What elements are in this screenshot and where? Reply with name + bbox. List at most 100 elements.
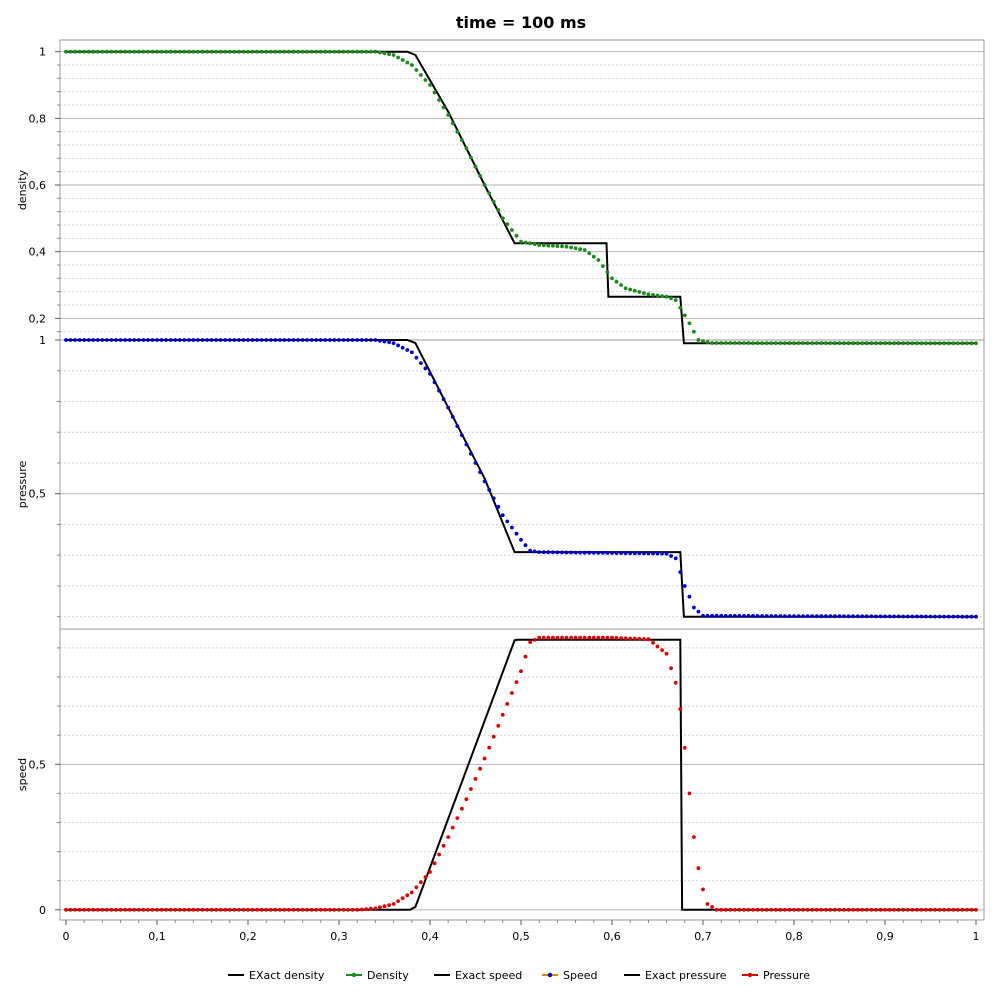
legend-label: Exact pressure xyxy=(645,969,727,982)
data-point xyxy=(537,243,542,247)
data-point xyxy=(578,635,582,640)
data-point xyxy=(755,341,760,345)
data-point xyxy=(246,338,250,342)
data-point xyxy=(719,907,724,912)
data-point xyxy=(255,338,259,342)
series-layer xyxy=(64,49,978,912)
data-point xyxy=(241,907,246,912)
data-point xyxy=(605,635,610,640)
data-point xyxy=(168,49,173,54)
data-point xyxy=(864,907,869,912)
data-point xyxy=(637,551,642,556)
data-point xyxy=(259,907,264,912)
data-point xyxy=(905,614,910,619)
data-point xyxy=(396,899,400,903)
data-point xyxy=(928,907,933,912)
data-point xyxy=(105,338,109,342)
data-point xyxy=(532,638,537,642)
data-point xyxy=(783,341,787,345)
data-point xyxy=(487,488,492,492)
data-point xyxy=(560,550,564,555)
data-point xyxy=(874,614,878,619)
data-point xyxy=(587,635,592,640)
data-point xyxy=(132,49,137,54)
data-point xyxy=(250,49,255,54)
data-point xyxy=(623,636,628,641)
data-point xyxy=(669,666,673,671)
data-point xyxy=(309,907,314,912)
data-point xyxy=(637,290,642,294)
data-point xyxy=(341,338,346,342)
data-point xyxy=(833,907,837,912)
data-point xyxy=(746,907,751,912)
y-tick-label: 0,5 xyxy=(29,758,47,771)
data-point xyxy=(209,907,214,912)
data-point xyxy=(755,907,760,912)
data-point xyxy=(450,415,455,419)
data-point xyxy=(628,287,633,292)
data-point xyxy=(419,880,423,885)
data-point xyxy=(282,49,287,54)
data-point xyxy=(378,905,382,910)
data-point xyxy=(555,244,560,249)
data-point xyxy=(355,49,360,54)
data-point xyxy=(473,777,478,781)
data-point xyxy=(596,551,601,555)
data-point xyxy=(446,835,451,839)
data-point xyxy=(396,343,400,348)
data-point xyxy=(660,551,664,556)
data-point xyxy=(282,907,287,912)
data-point xyxy=(664,651,669,656)
data-point xyxy=(951,341,956,346)
data-point xyxy=(974,907,978,912)
data-point xyxy=(728,907,733,912)
data-point xyxy=(824,614,828,619)
y-tick-label: 0,5 xyxy=(29,488,47,501)
data-point xyxy=(696,866,701,871)
data-point xyxy=(792,907,796,912)
data-point xyxy=(573,246,578,251)
data-point xyxy=(127,338,132,342)
data-point xyxy=(974,341,978,346)
data-point xyxy=(965,341,969,346)
data-point xyxy=(460,138,464,142)
series-pressure xyxy=(64,635,978,912)
data-point xyxy=(318,338,323,342)
data-point xyxy=(259,49,264,54)
data-point xyxy=(432,380,437,385)
data-point xyxy=(441,105,446,110)
data-point xyxy=(664,294,669,299)
data-point xyxy=(400,58,405,62)
data-point xyxy=(651,551,655,556)
data-point xyxy=(214,907,219,912)
data-point xyxy=(737,614,742,618)
data-point xyxy=(783,614,787,618)
data-point xyxy=(214,49,219,54)
data-point xyxy=(769,907,774,912)
legend-item-exact-pressure: Exact pressure xyxy=(624,969,727,982)
data-point xyxy=(514,233,519,238)
data-point xyxy=(328,338,332,342)
data-point xyxy=(760,341,764,345)
data-point xyxy=(919,341,924,346)
data-point xyxy=(437,98,441,102)
data-point xyxy=(114,338,118,342)
data-point xyxy=(387,52,391,57)
x-tick-label: 0,1 xyxy=(148,930,166,943)
data-point xyxy=(869,907,874,912)
data-point xyxy=(960,614,965,619)
data-point xyxy=(805,907,810,912)
data-point xyxy=(123,338,128,342)
data-point xyxy=(146,338,150,342)
data-point xyxy=(714,341,719,345)
data-point xyxy=(846,341,851,346)
data-point xyxy=(896,614,901,619)
data-point xyxy=(528,548,532,553)
data-point xyxy=(291,49,296,54)
data-point xyxy=(464,442,469,447)
data-point xyxy=(855,907,860,912)
data-point xyxy=(801,614,805,618)
data-point xyxy=(742,614,746,618)
data-point xyxy=(455,129,460,134)
y-tick-label: 0,6 xyxy=(29,179,47,192)
